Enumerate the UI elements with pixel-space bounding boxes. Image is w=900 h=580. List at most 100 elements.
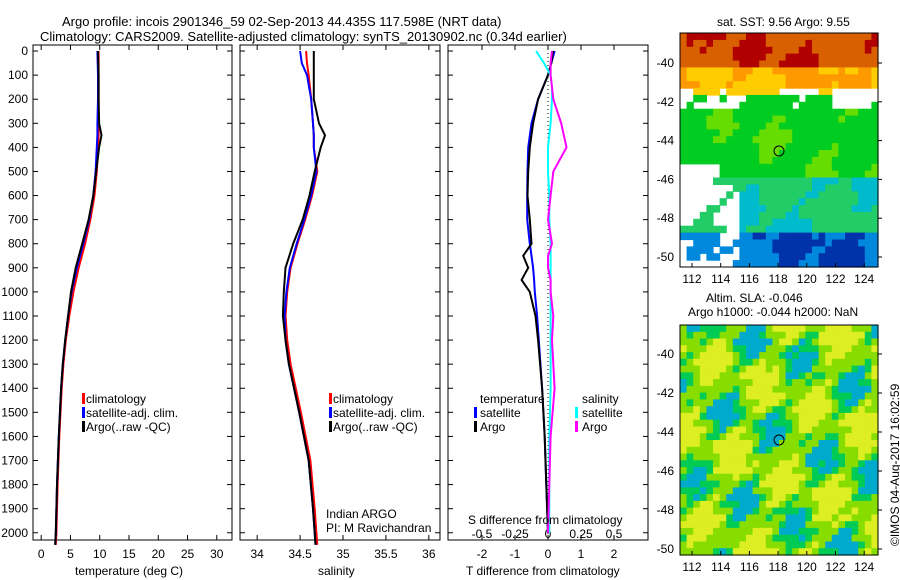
map-cell xyxy=(686,150,694,158)
map-cell xyxy=(765,507,773,515)
map-cell xyxy=(699,345,707,353)
map-cell xyxy=(706,541,714,549)
map-cell xyxy=(858,548,866,556)
map-cell xyxy=(765,253,773,261)
map-cell xyxy=(858,514,866,522)
map-cell xyxy=(792,521,800,529)
map-cell xyxy=(746,170,754,179)
map-cell xyxy=(798,33,806,41)
map-cell xyxy=(765,191,773,199)
map-cell xyxy=(812,67,820,75)
map-cell xyxy=(759,352,767,360)
legend-swatch xyxy=(329,393,332,404)
map-cell xyxy=(779,392,787,400)
map-cell xyxy=(732,163,740,172)
map-cell xyxy=(871,412,879,421)
series-line-argo-raw-qc- xyxy=(54,50,103,545)
map-cell xyxy=(772,198,780,206)
map-cell xyxy=(792,184,800,192)
map-cell xyxy=(686,480,694,488)
map-cell xyxy=(798,487,806,495)
map-cell xyxy=(693,74,701,82)
map-cell xyxy=(818,198,826,206)
lon-tick-label: 118 xyxy=(769,272,788,286)
map-cell xyxy=(858,39,866,48)
map-cell xyxy=(858,453,866,461)
map-cell xyxy=(864,514,872,522)
map-cell xyxy=(851,33,859,41)
map-cell xyxy=(732,67,740,75)
map-cell xyxy=(713,446,721,455)
map-cell xyxy=(864,365,872,373)
map-cell xyxy=(732,412,740,421)
map-cell xyxy=(831,446,839,455)
map-cell xyxy=(706,352,714,360)
map-cell xyxy=(785,331,793,340)
map-cell xyxy=(706,136,714,144)
legend-sal-1: climatology xyxy=(333,392,394,406)
map-cell xyxy=(693,385,701,394)
map-cell xyxy=(818,534,826,543)
map-cell xyxy=(732,143,740,151)
map-cell xyxy=(693,419,701,428)
map-cell xyxy=(871,74,879,82)
map-cell xyxy=(693,81,701,89)
map-cell xyxy=(851,494,859,502)
map-cell xyxy=(759,399,767,407)
map-cell xyxy=(871,345,879,353)
map-cell xyxy=(719,331,727,340)
map-cell xyxy=(785,399,793,407)
map-cell xyxy=(838,177,846,185)
map-cell xyxy=(719,392,727,400)
map-cell xyxy=(732,379,740,387)
map-cell xyxy=(851,67,859,75)
map-cell xyxy=(765,136,773,144)
map-cell xyxy=(798,115,806,124)
map-cell xyxy=(706,440,714,448)
map-cell xyxy=(713,500,721,509)
map-cell xyxy=(739,507,747,515)
map-cell xyxy=(779,521,787,529)
map-cell xyxy=(765,46,773,55)
map-cell xyxy=(739,338,747,346)
map-cell xyxy=(805,33,813,41)
map-cell xyxy=(851,239,859,247)
map-cell xyxy=(759,548,767,556)
map-cell xyxy=(726,453,734,461)
map-cell xyxy=(693,460,701,468)
map-cell xyxy=(845,527,853,536)
map-cell xyxy=(818,122,826,130)
map-cell xyxy=(812,325,820,333)
map-cell xyxy=(805,494,813,502)
map-cell xyxy=(732,53,740,62)
map-cell xyxy=(746,453,754,461)
map-cell xyxy=(825,406,833,414)
map-cell xyxy=(805,467,813,475)
map-cell xyxy=(845,53,853,62)
map-cell xyxy=(706,39,714,48)
map-cell xyxy=(871,156,879,165)
map-cell xyxy=(779,225,787,234)
map-cell xyxy=(785,385,793,394)
map-cell xyxy=(739,473,747,482)
sla-map-title1: Altim. SLA: -0.046 xyxy=(706,291,803,305)
map-cell xyxy=(864,156,872,165)
map-cell xyxy=(825,527,833,536)
x-tick-label-1: 34 xyxy=(250,547,264,561)
map-cell xyxy=(706,150,714,158)
map-cell xyxy=(825,191,833,199)
map-cell xyxy=(746,67,754,75)
map-cell xyxy=(693,446,701,455)
map-cell xyxy=(851,433,859,441)
map-cell xyxy=(818,480,826,488)
map-cell xyxy=(812,108,820,117)
map-cell xyxy=(779,358,787,367)
map-cell xyxy=(871,358,879,367)
map-cell xyxy=(719,225,727,234)
map-cell xyxy=(838,136,846,144)
map-cell xyxy=(845,33,853,41)
map-cell xyxy=(845,325,853,333)
map-cell xyxy=(812,494,820,502)
lon-tick-label: 124 xyxy=(854,272,874,286)
map-cell xyxy=(805,239,813,247)
